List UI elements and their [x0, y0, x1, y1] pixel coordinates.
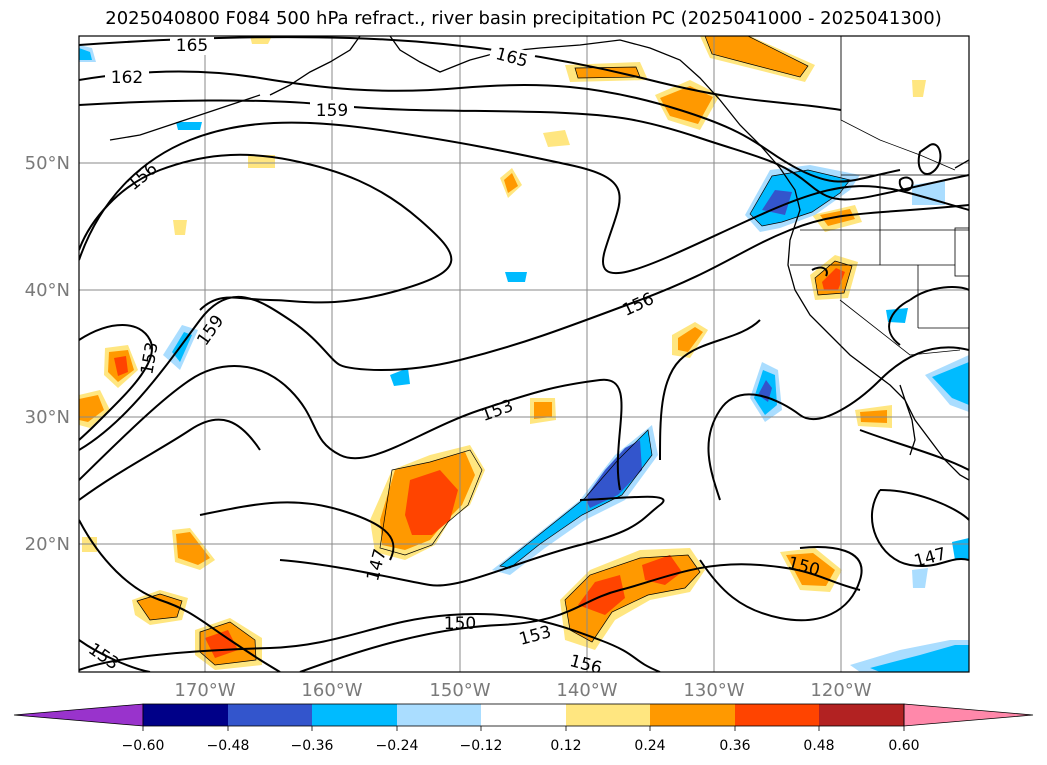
lat-label-30n: 30°N [25, 407, 70, 428]
colorbar-segment [228, 704, 312, 726]
lon-label-160w: 160°W [301, 680, 362, 701]
precip-area [678, 327, 703, 352]
precip-area [172, 332, 192, 362]
precip-area [114, 356, 128, 376]
precip-area [762, 190, 792, 215]
precip-area [79, 395, 104, 422]
state-borders [790, 36, 969, 356]
colorbar-extend-min [13, 703, 144, 727]
precip-area [578, 575, 625, 615]
latitude-labels: 50°N 40°N 30°N 20°N [25, 153, 70, 555]
precip-area [390, 368, 410, 386]
precip-area [543, 130, 570, 147]
contour-label: 162 [111, 68, 143, 88]
colorbar-tick-label: −0.60 [122, 738, 165, 754]
precip-area [176, 532, 210, 565]
map-title: 2025040800 F084 500 hPa refract., river … [105, 8, 942, 29]
precip-area [705, 36, 808, 77]
contour-label: 159 [316, 101, 348, 121]
colorbar-tick-label: 0.48 [803, 738, 834, 754]
colorbar-segment [566, 704, 650, 726]
colorbar-tick-label: 0.60 [888, 738, 919, 754]
map-content: 165 165 162 159 156 159 153 156 153 147 … [79, 36, 969, 679]
precip-area [932, 362, 969, 405]
colorbar-tick-label: −0.48 [207, 738, 250, 754]
lon-label-140w: 140°W [556, 680, 617, 701]
precip-area [79, 48, 92, 60]
precip-area [642, 555, 682, 585]
colorbar-segment [650, 704, 735, 726]
lat-label-50n: 50°N [25, 153, 70, 174]
precip-area [248, 155, 275, 168]
lat-label-40n: 40°N [25, 280, 70, 301]
graticule [79, 36, 969, 672]
lat-label-20n: 20°N [25, 534, 70, 555]
contour-label: 156 [567, 651, 604, 679]
precip-area [912, 80, 926, 97]
precip-area [822, 268, 845, 290]
lon-label-150w: 150°W [429, 680, 490, 701]
colorbar-segment [397, 704, 481, 726]
colorbar-tick-label: −0.12 [460, 738, 503, 754]
colorbar-tick-label: 0.12 [550, 738, 581, 754]
precip-area [534, 402, 552, 419]
colorbar-tick-label: −0.36 [291, 738, 334, 754]
precip-area [575, 67, 640, 78]
colorbar-ticks [142, 726, 905, 731]
contour-label: 150 [444, 614, 476, 634]
precip-area [405, 470, 458, 535]
colorbar-outline [142, 703, 905, 727]
lon-label-170w: 170°W [174, 680, 235, 701]
colorbar-tick-label: 0.24 [634, 738, 665, 754]
precip-area [504, 173, 518, 193]
lon-label-130w: 130°W [683, 680, 744, 701]
precip-area [870, 645, 969, 672]
lon-label-120w: 120°W [810, 680, 871, 701]
precip-area [176, 122, 202, 130]
colorbar-segment [735, 704, 819, 726]
colorbar-segment [143, 704, 228, 726]
precip-area [173, 220, 187, 235]
precip-area [137, 594, 182, 620]
map-frame [78, 35, 970, 673]
precip-area [505, 272, 527, 282]
colorbar: −0.60 −0.48 −0.36 −0.24 −0.12 0.12 0.24 … [13, 703, 1034, 754]
refractivity-contours [79, 36, 969, 672]
colorbar-segment [312, 704, 397, 726]
precip-outlines [136, 36, 853, 666]
precip-area [660, 86, 713, 124]
contour-label: 165 [176, 36, 208, 56]
precip-area [912, 568, 928, 588]
colorbar-extend-max [903, 703, 1034, 727]
colorbar-tick-label: −0.24 [376, 738, 419, 754]
colorbar-segment [481, 704, 566, 726]
colorbar-tick-label: 0.36 [719, 738, 750, 754]
colorbar-segment [819, 704, 904, 726]
longitude-labels: 170°W 160°W 150°W 140°W 130°W 120°W [174, 680, 871, 701]
precip-area [585, 440, 642, 508]
